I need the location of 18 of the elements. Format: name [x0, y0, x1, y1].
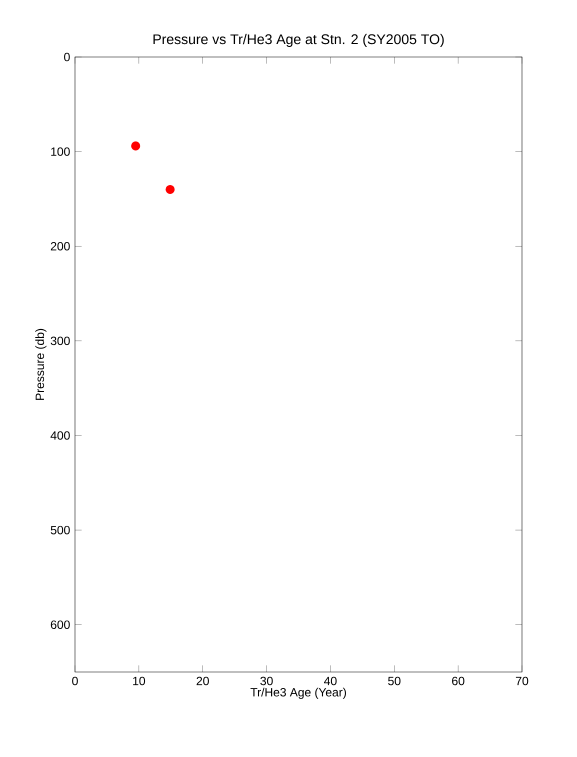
chart-title: Pressure vs Tr/He3 Age at Stn. 2 (SY2005 TO)	[153, 34, 444, 47]
x-tick-label: 30	[260, 676, 273, 686]
x-tick-label: 20	[196, 676, 209, 686]
x-tick-label: 70	[516, 676, 528, 686]
y-tick-label: 200	[50, 242, 70, 250]
x-tick-label: 0	[72, 676, 78, 686]
x-tick-label: 40	[324, 676, 337, 686]
y-tick-label: 100	[51, 147, 70, 156]
y-tick-label: 500	[50, 526, 70, 534]
x-tick-label: 60	[452, 676, 464, 686]
x-tick-label: 50	[388, 676, 400, 686]
x-tick-label: 10	[133, 676, 146, 686]
y-tick-label: 400	[50, 431, 70, 440]
y-tick-label: 0	[64, 52, 70, 62]
y-tick-label: 600	[50, 620, 70, 629]
y-tick-label: 300	[50, 336, 70, 346]
y-axis-title: Pressure (db)	[35, 328, 46, 400]
x-axis-title: Tr/He3 Age (Year)	[250, 688, 346, 699]
